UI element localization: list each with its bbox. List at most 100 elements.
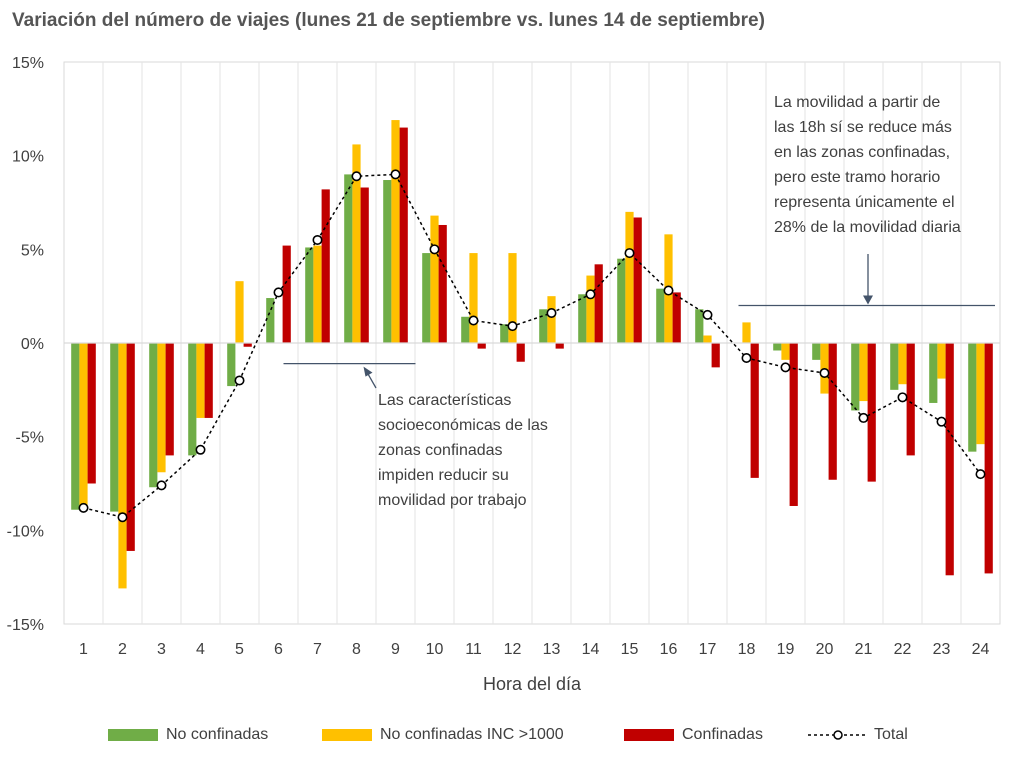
bar-no-confinadas-3 <box>149 343 158 488</box>
x-tick-label-23: 23 <box>933 641 951 658</box>
x-tick-label-16: 16 <box>660 641 678 658</box>
total-point-6 <box>273 287 284 298</box>
bar-no-confinadas-7 <box>305 247 314 343</box>
total-point-21 <box>858 412 869 423</box>
bar-confinadas-15 <box>633 217 642 343</box>
x-tick-label-14: 14 <box>582 641 600 658</box>
bar-no-confinadas-24 <box>968 343 977 452</box>
x-tick-label-1: 1 <box>79 641 88 658</box>
bar-no-confinadas-17 <box>695 309 704 343</box>
legend-label: No confinadas INC >1000 <box>380 726 564 743</box>
total-point-16 <box>663 285 674 296</box>
total-point-2 <box>117 512 128 523</box>
bar-no-confinadas-inc-1000-4 <box>196 343 205 418</box>
legend-swatch-dashed-line <box>808 730 868 740</box>
x-tick-label-24: 24 <box>972 641 990 658</box>
bar-no-confinadas-9 <box>383 180 392 343</box>
bar-confinadas-6 <box>282 245 291 343</box>
y-tick-label: -5% <box>16 430 44 447</box>
bar-no-confinadas-22 <box>890 343 899 390</box>
total-point-11 <box>468 315 479 326</box>
x-tick-label-9: 9 <box>391 641 400 658</box>
x-axis-title: Hora del día <box>483 674 582 694</box>
bar-no-confinadas-inc-1000-17 <box>703 335 712 343</box>
bar-no-confinadas-1 <box>71 343 80 510</box>
annotation-evening-mobility: La movilidad a partir de las 18h sí se re… <box>774 90 961 240</box>
bar-no-confinadas-4 <box>188 343 197 456</box>
total-point-7 <box>312 234 323 245</box>
bar-no-confinadas-inc-1000-10 <box>430 215 439 343</box>
bar-confinadas-1 <box>87 343 96 484</box>
bar-no-confinadas-11 <box>461 316 470 343</box>
x-tick-label-21: 21 <box>855 641 873 658</box>
bar-confinadas-12 <box>516 343 525 362</box>
annotation-line: en las zonas confinadas, <box>774 144 951 161</box>
bar-no-confinadas-19 <box>773 343 782 351</box>
annotation-work-mobility: Las características socioeconómicas de la… <box>378 388 548 513</box>
bar-confinadas-23 <box>945 343 954 576</box>
bar-no-confinadas-inc-1000-7 <box>313 245 322 343</box>
bar-no-confinadas-inc-1000-13 <box>547 296 556 343</box>
x-tick-label-12: 12 <box>504 641 522 658</box>
legend-swatch-yellow <box>322 729 372 741</box>
bar-no-confinadas-inc-1000-8 <box>352 144 361 343</box>
bar-confinadas-13 <box>555 343 564 349</box>
legend-item-no-confinadas-inc: No confinadas INC >1000 <box>322 726 564 744</box>
bar-no-confinadas-inc-1000-23 <box>937 343 946 379</box>
total-point-15 <box>624 248 635 259</box>
legend-label: No confinadas <box>166 726 269 743</box>
total-point-4 <box>195 444 206 455</box>
annotation-line: zonas confinadas <box>378 442 503 459</box>
bar-confinadas-11 <box>477 343 486 349</box>
bar-no-confinadas-6 <box>266 298 275 343</box>
legend-item-no-confinadas: No confinadas <box>108 726 268 744</box>
bar-confinadas-14 <box>594 264 603 343</box>
bar-no-confinadas-2 <box>110 343 119 512</box>
bar-confinadas-4 <box>204 343 213 418</box>
x-tick-label-19: 19 <box>777 641 795 658</box>
bar-confinadas-17 <box>711 343 720 368</box>
total-point-13 <box>546 308 557 319</box>
total-point-23 <box>936 416 947 427</box>
x-tick-label-11: 11 <box>465 641 482 658</box>
legend: No confinadas No confinadas INC >1000 Co… <box>0 726 1024 752</box>
bar-no-confinadas-inc-1000-9 <box>391 120 400 343</box>
annotation-line: pero este tramo horario <box>774 169 941 186</box>
legend-label: Confinadas <box>682 726 763 743</box>
x-tick-label-22: 22 <box>894 641 912 658</box>
legend-item-total: Total <box>808 726 908 744</box>
x-tick-label-6: 6 <box>274 641 283 658</box>
total-point-18 <box>741 352 752 363</box>
x-tick-label-8: 8 <box>352 641 361 658</box>
annotation-line: representa únicamente el <box>774 194 955 211</box>
bar-confinadas-8 <box>360 187 369 343</box>
bar-confinadas-19 <box>789 343 798 506</box>
annotation-line: Las características <box>378 392 512 409</box>
bar-no-confinadas-inc-1000-12 <box>508 253 517 343</box>
y-tick-label: -10% <box>7 523 44 540</box>
y-tick-label: -15% <box>7 617 44 634</box>
annotation-line: impiden reducir su <box>378 467 509 484</box>
bar-no-confinadas-inc-1000-18 <box>742 322 751 343</box>
annotation-line: 28% de la movilidad diaria <box>774 219 961 236</box>
x-tick-label-20: 20 <box>816 641 834 658</box>
bar-no-confinadas-8 <box>344 174 353 343</box>
bar-confinadas-22 <box>906 343 915 456</box>
annotation-arrowhead-evening <box>863 295 873 305</box>
bar-confinadas-5 <box>243 343 252 347</box>
annotation-line: La movilidad a partir de <box>774 94 941 111</box>
bar-no-confinadas-21 <box>851 343 860 411</box>
bar-confinadas-7 <box>321 189 330 343</box>
bar-no-confinadas-inc-1000-3 <box>157 343 166 473</box>
chart-title: Variación del número de viajes (lunes 21… <box>12 10 765 31</box>
bar-confinadas-3 <box>165 343 174 456</box>
bar-no-confinadas-inc-1000-22 <box>898 343 907 385</box>
total-point-8 <box>351 171 362 182</box>
bar-no-confinadas-16 <box>656 288 665 343</box>
bar-no-confinadas-12 <box>500 324 509 343</box>
bar-confinadas-24 <box>984 343 993 574</box>
x-tick-label-18: 18 <box>738 641 756 658</box>
total-point-1 <box>78 502 89 513</box>
y-tick-label: 15% <box>12 55 44 72</box>
bar-no-confinadas-inc-1000-24 <box>976 343 985 445</box>
